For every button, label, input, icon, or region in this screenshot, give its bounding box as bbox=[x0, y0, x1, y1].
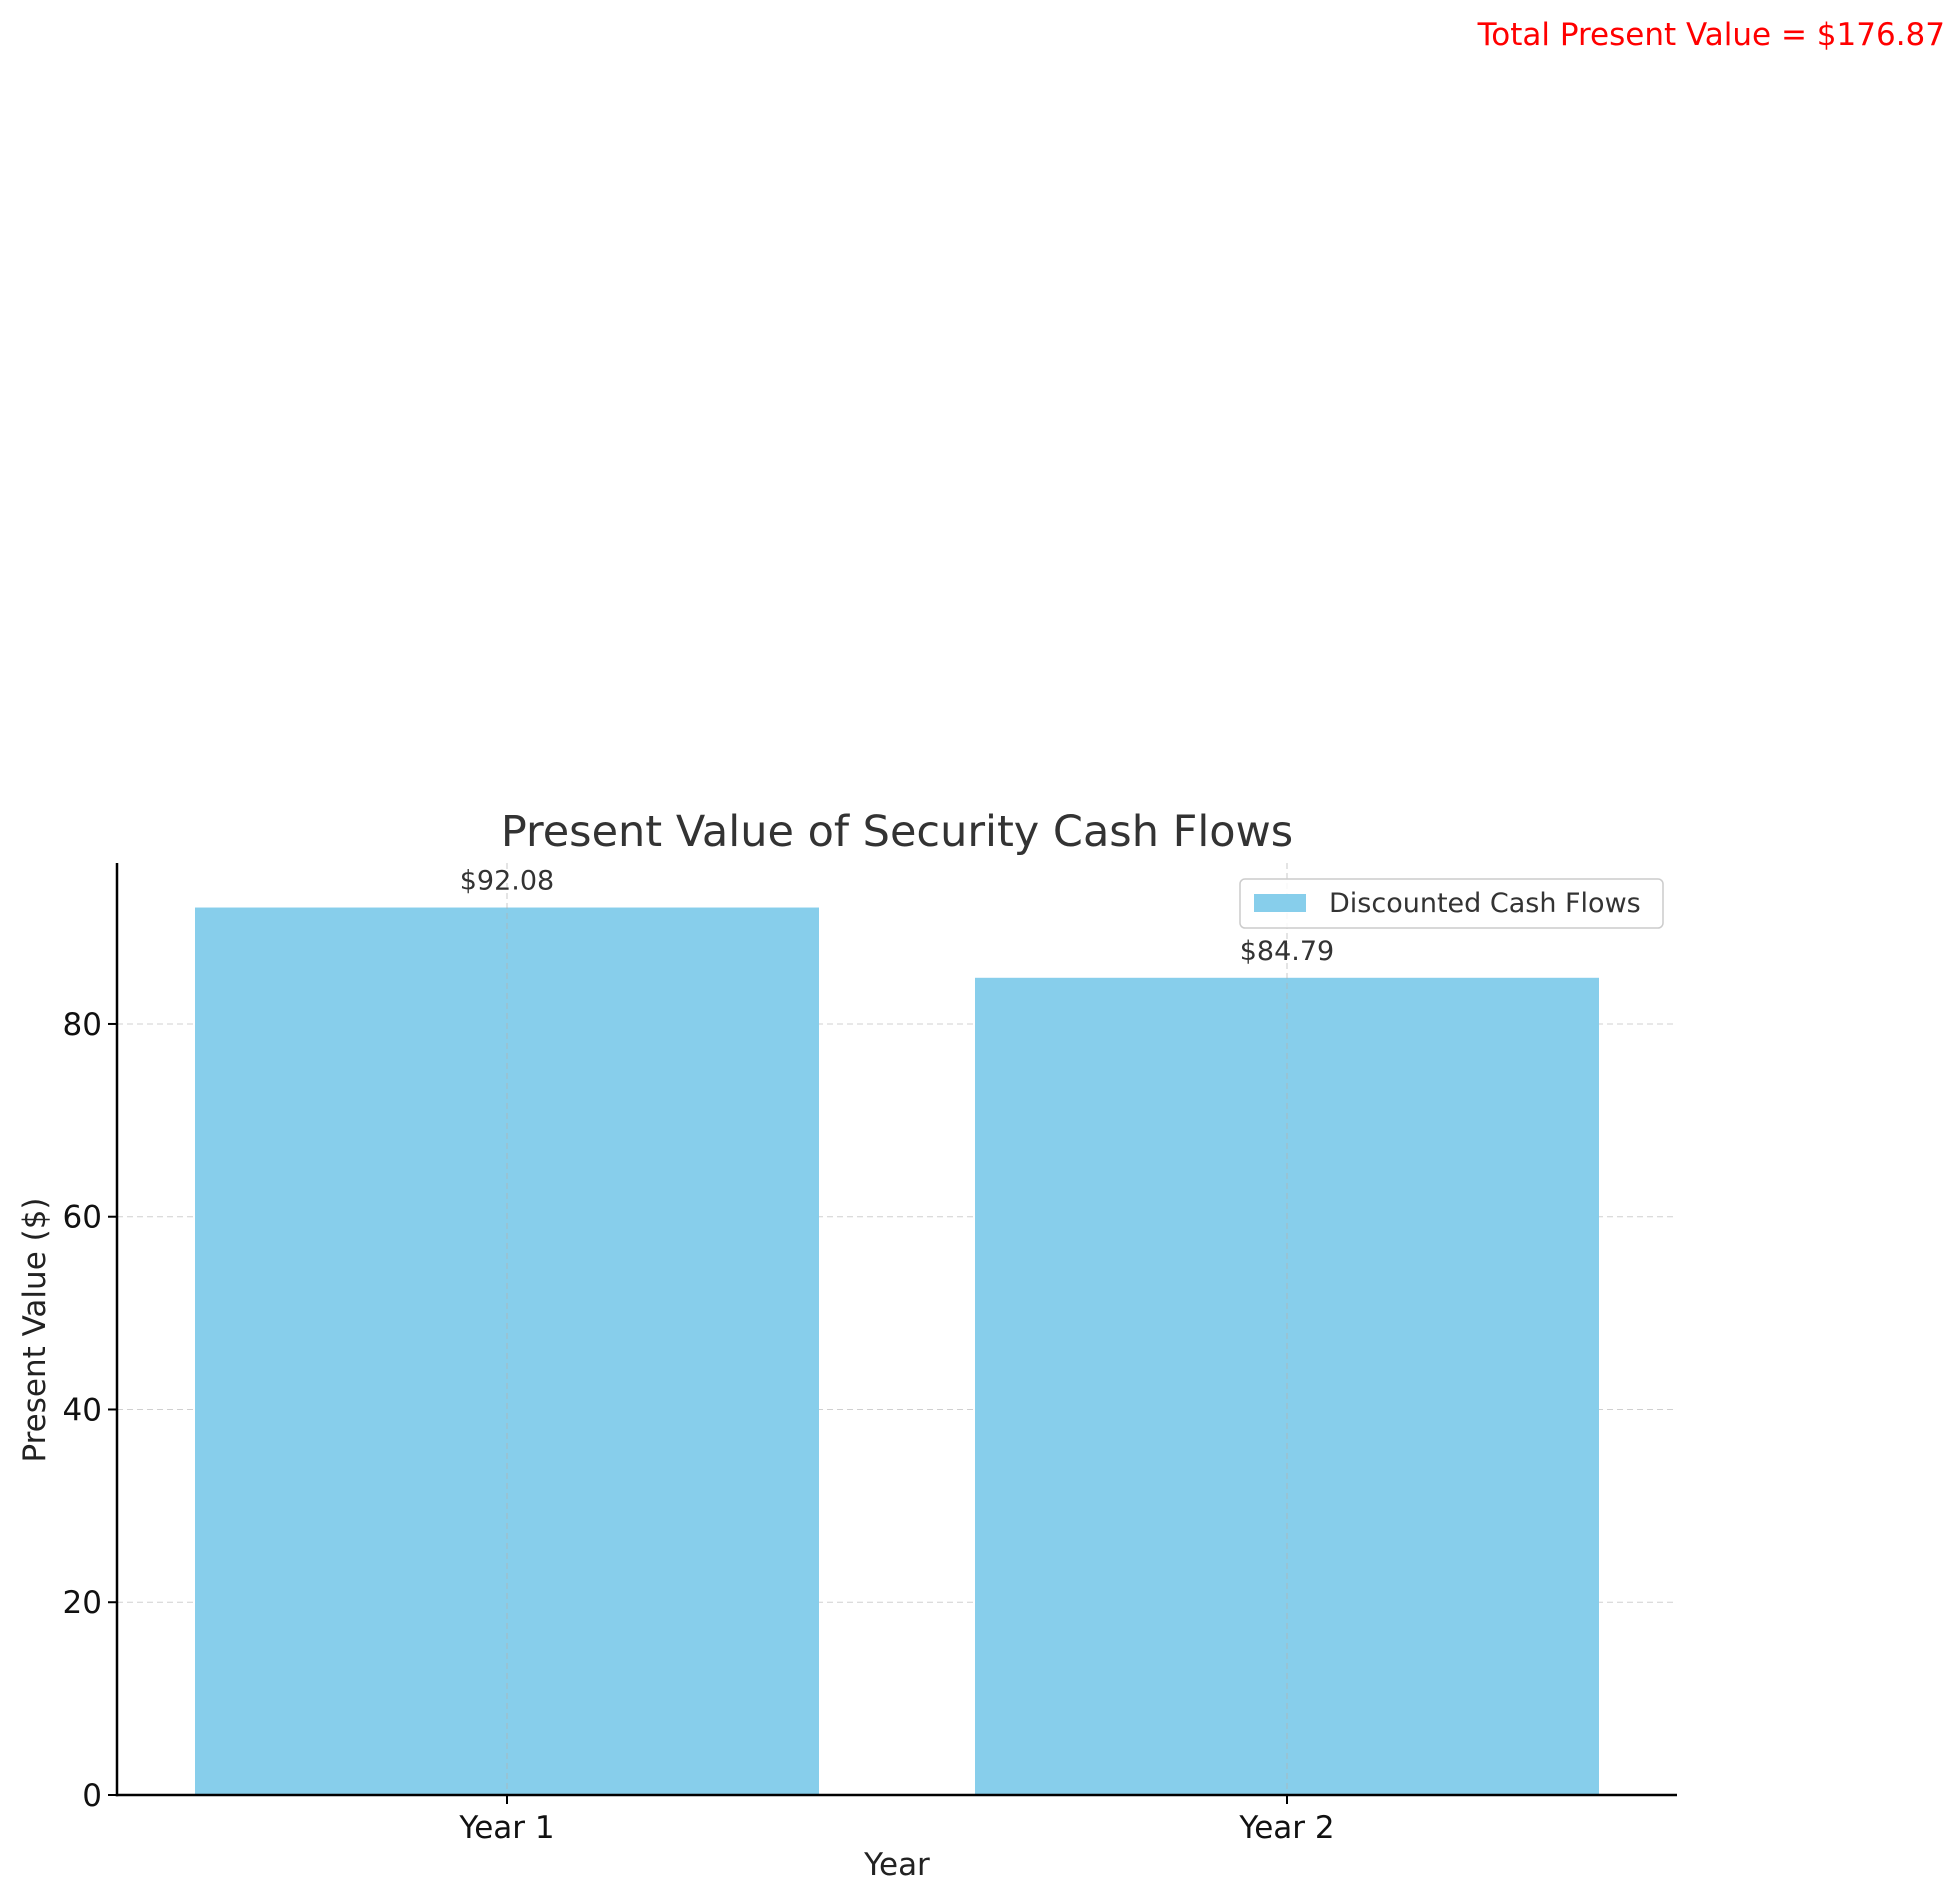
x-axis-label: Year bbox=[863, 1847, 930, 1883]
legend-label: Discounted Cash Flows bbox=[1329, 888, 1641, 919]
data-label: $84.79 bbox=[1240, 936, 1334, 967]
total-present-value-annotation: Total Present Value = $176.87 bbox=[1477, 17, 1945, 53]
legend-swatch bbox=[1254, 894, 1306, 912]
x-tick-label: Year 2 bbox=[1238, 1810, 1334, 1846]
y-tick-label: 60 bbox=[63, 1200, 102, 1236]
y-axis-label: Present Value ($) bbox=[17, 1197, 53, 1462]
x-axis-ticks: Year 1 Year 2 bbox=[458, 1795, 1335, 1846]
legend-frame bbox=[1239, 878, 1664, 929]
x-gridlines bbox=[506, 863, 1288, 1795]
y-tick-label: 20 bbox=[63, 1585, 102, 1621]
legend: Discounted Cash Flows bbox=[1239, 878, 1664, 929]
y-tick-label: 80 bbox=[63, 1007, 102, 1043]
chart-title: Present Value of Security Cash Flows bbox=[501, 807, 1293, 857]
y-tick-label: 0 bbox=[82, 1778, 102, 1814]
y-tick-label: 40 bbox=[63, 1392, 102, 1428]
bar-year-1 bbox=[195, 907, 819, 1795]
x-tick-label: Year 1 bbox=[458, 1810, 554, 1846]
data-labels: $92.08 $84.79 bbox=[460, 866, 1334, 967]
data-label: $92.08 bbox=[460, 866, 554, 897]
y-axis-ticks: 0 20 40 60 80 bbox=[63, 1007, 117, 1814]
